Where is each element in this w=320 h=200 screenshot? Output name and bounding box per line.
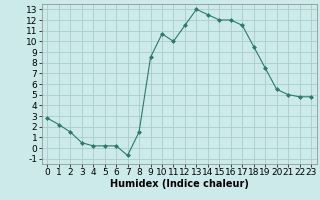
X-axis label: Humidex (Indice chaleur): Humidex (Indice chaleur) [110,179,249,189]
